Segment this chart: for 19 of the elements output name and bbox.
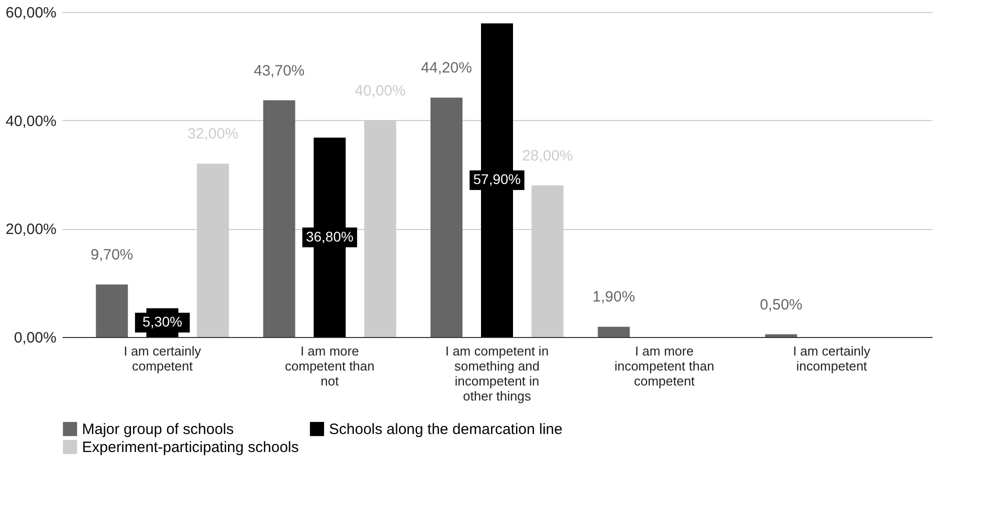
data-label: 44,20% [421,60,472,77]
x-tick-label: I am certainly competent [124,344,202,374]
x-tick-label: I am competent in something and incompetent in other things [445,344,549,404]
legend-label: Schools along the demarcation line [329,421,562,438]
x-tick-label: I am more competent than not [284,344,375,388]
y-tick-label: 40,00% [6,112,56,130]
y-tick-label: 20,00% [6,221,56,238]
data-label: 57,90% [473,171,521,188]
data-label: 43,70% [254,62,305,80]
data-label: 0,50% [760,296,802,314]
legend-label: Experiment-participating schools [82,439,299,456]
data-label: 9,70% [90,246,134,264]
x-tick-label: I am more incompetent than competent [614,344,714,388]
data-label: 1,90% [592,288,636,306]
x-tick-label: I am certainly incompetent [792,344,871,374]
legend-label: Major group of schools [82,421,234,438]
y-tick-label: 60,00% [6,4,56,22]
data-label: 36,80% [306,228,354,244]
y-tick-label: 0,00% [14,330,56,346]
